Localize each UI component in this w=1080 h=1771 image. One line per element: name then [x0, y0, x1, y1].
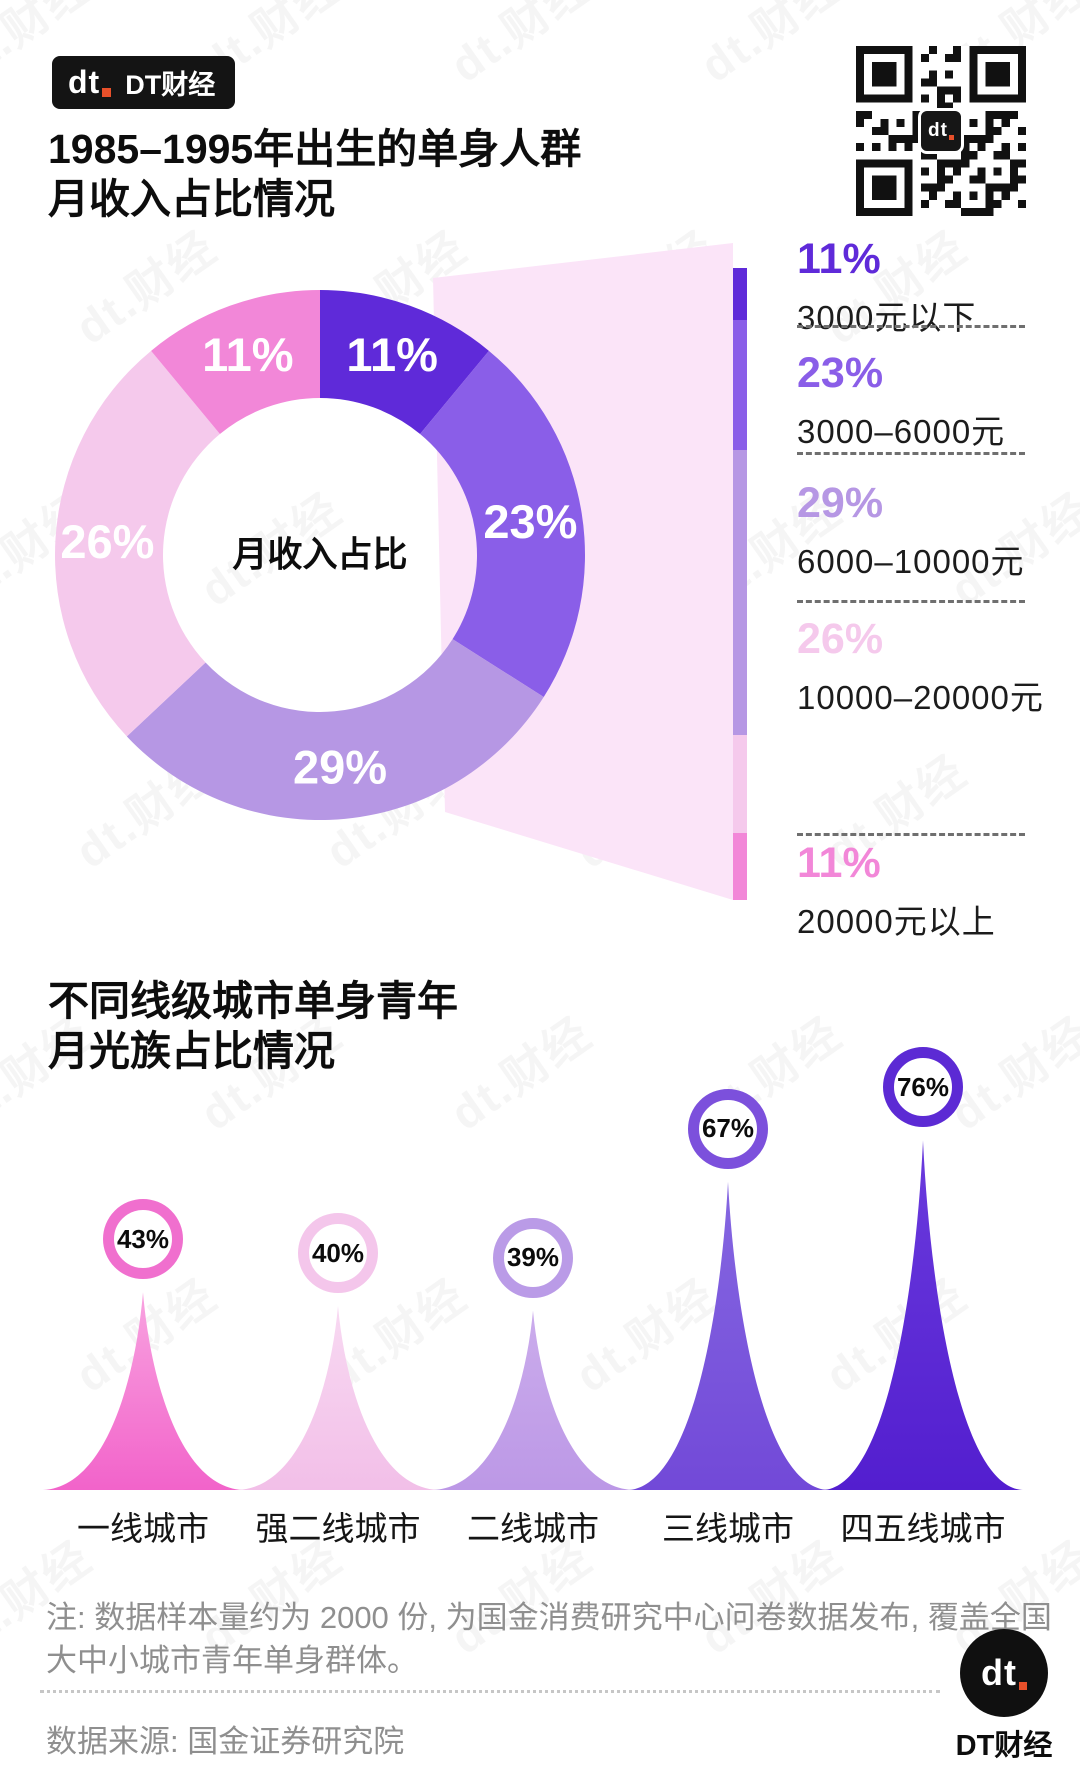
data-source: 数据来源: 国金证券研究院 [46, 1724, 405, 1759]
peak-shape [823, 1140, 1023, 1490]
legend-value: 11% [797, 235, 881, 283]
legend-value: 23% [797, 349, 884, 397]
footer-brand-name: DT财经 [955, 1730, 1053, 1762]
footnote-line2: 大中小城市青年单身群体。 [46, 1643, 418, 1678]
peak-shape [433, 1310, 633, 1490]
dt-brand-badge: dt DT财经 [52, 56, 236, 109]
donut-slice [54, 350, 220, 737]
section1-title: 1985–1995年出生的单身人群 月收入占比情况 [48, 124, 581, 224]
legend-value: 26% [797, 615, 884, 663]
legend-value: 11% [797, 839, 881, 887]
peak-value-badge: 39% [493, 1217, 573, 1298]
donut-slice [151, 290, 320, 435]
legend-divider [797, 600, 1025, 603]
watermark-text: dt.财经 [1066, 744, 1080, 879]
qr-code: dt [856, 46, 1026, 216]
peak-category-label: 强二线城市 [255, 1510, 421, 1547]
dt-logo-icon: dt [981, 1652, 1027, 1694]
logo-dot-icon [102, 88, 112, 97]
peak-shape [238, 1306, 438, 1490]
peak-value-badge: 67% [688, 1088, 768, 1169]
peak-category-label: 二线城市 [467, 1510, 599, 1547]
watermark-text: dt.财经 [1066, 220, 1080, 355]
donut-slice [126, 639, 544, 820]
section2-title-line1: 不同线级城市单身青年 [48, 978, 458, 1024]
legend-bar-segment [733, 450, 747, 735]
section1-title-line1: 1985–1995年出生的单身人群 [48, 126, 582, 172]
legend-value: 29% [797, 479, 884, 527]
peaks-chart [43, 1140, 1023, 1490]
peak-shape [628, 1181, 828, 1490]
legend-item: 29% 6000–10000元 [797, 482, 1057, 583]
donut-slice-value: 11% [346, 328, 437, 381]
logo-dot-icon [948, 135, 954, 140]
donut-slice-value: 11% [202, 328, 293, 381]
brand-name: DT财经 [125, 70, 216, 100]
legend-label: 3000元以下 [797, 299, 977, 336]
qr-center-logo: dt [918, 108, 964, 154]
legend-divider [797, 452, 1025, 455]
donut-slice-value: 29% [293, 741, 387, 794]
legend-divider [797, 833, 1025, 836]
donut-center-label: 月收入占比 [232, 535, 408, 575]
donut-slice [320, 290, 489, 435]
footnote-line1: 注: 数据样本量约为 2000 份, 为国金消费研究中心问卷数据发布, 覆盖全国 [46, 1600, 1052, 1635]
peak-value-badge: 43% [103, 1199, 183, 1280]
legend-bar-segment [733, 833, 747, 900]
dt-logo-icon: dt [68, 64, 112, 101]
legend-item: 26% 10000–20000元 [797, 618, 1057, 719]
watermark-text: dt.财经 [691, 0, 851, 93]
legend-item: 11% 20000元以上 [797, 842, 1057, 943]
peak-value-badge: 76% [883, 1047, 963, 1128]
legend-item: 23% 3000–6000元 [797, 352, 1057, 453]
legend-color-bar [733, 268, 747, 900]
donut-slice-value: 23% [483, 495, 577, 548]
footer-divider [40, 1690, 940, 1693]
legend-divider [797, 325, 1025, 328]
watermark-text: dt.财经 [441, 0, 601, 93]
peak-value-badge: 40% [298, 1213, 378, 1293]
legend-bar-segment [733, 320, 747, 450]
legend-label: 3000–6000元 [797, 413, 1006, 450]
donut-slice [420, 350, 585, 697]
dt-logo-icon: dt [928, 120, 954, 142]
peak-category-label: 四五线城市 [840, 1510, 1006, 1547]
qr-pattern [856, 46, 1026, 216]
logo-dot-icon [1018, 1682, 1027, 1690]
section1-title-line2: 月收入占比情况 [48, 176, 335, 222]
legend-bar-segment [733, 735, 747, 833]
footer-dt-logo: dt [960, 1629, 1048, 1717]
peak-category-label: 一线城市 [77, 1510, 209, 1547]
legend-item: 11% 3000元以下 [797, 238, 1057, 339]
section2-title: 不同线级城市单身青年 月光族占比情况 [48, 976, 458, 1076]
donut-chart: 11% 23% 29% 26% 11% [54, 243, 733, 900]
donut-slice-value: 26% [60, 515, 154, 568]
peak-category-label: 三线城市 [662, 1510, 794, 1547]
peak-shape [43, 1292, 243, 1490]
legend-label: 10000–20000元 [797, 679, 1044, 716]
legend-label: 6000–10000元 [797, 543, 1025, 580]
section2-title-line2: 月光族占比情况 [48, 1028, 335, 1074]
legend-bar-segment [733, 268, 747, 320]
legend-label: 20000元以上 [797, 903, 996, 940]
